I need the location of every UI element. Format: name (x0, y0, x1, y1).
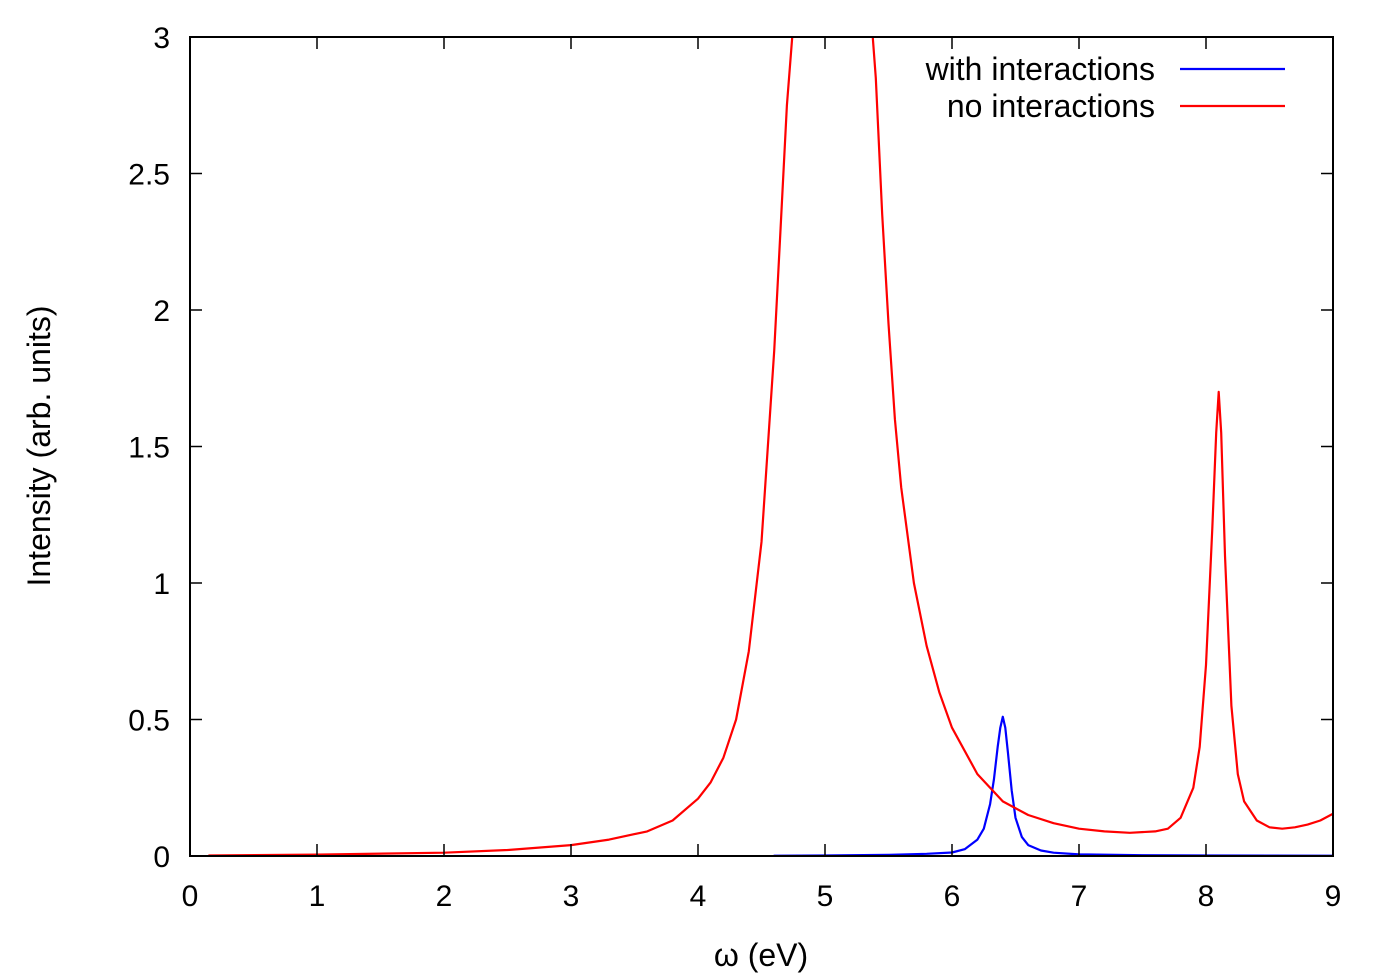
x-tick-label: 3 (563, 880, 580, 913)
x-tick-label: 6 (944, 880, 961, 913)
x-tick-label: 4 (690, 880, 707, 913)
series-layer (208, 37, 1333, 856)
plot-frame (189, 36, 1334, 857)
ticks-layer (189, 36, 1334, 857)
tick-labels-layer: 0 1 2 3 4 5 6 7 8 9 0 0.5 1 1.5 2 2.5 3 (128, 22, 1341, 913)
y-tick-label: 0 (153, 841, 170, 874)
x-tick-label: 0 (182, 880, 199, 913)
y-tick-label: 2 (153, 295, 170, 328)
y-tick-label: 0.5 (128, 705, 170, 738)
series-line-with-interactions (773, 715, 1333, 856)
y-axis-label: Intensity (arb. units) (21, 306, 57, 587)
y-tick-label: 1 (153, 568, 170, 601)
x-tick-label: 8 (1198, 880, 1215, 913)
x-tick-label: 2 (436, 880, 453, 913)
x-tick-label: 9 (1325, 880, 1342, 913)
x-tick-label: 7 (1071, 880, 1088, 913)
legend-label: no interactions (947, 88, 1155, 124)
x-tick-label: 5 (817, 880, 834, 913)
y-tick-label: 1.5 (128, 432, 170, 465)
x-tick-label: 1 (309, 880, 326, 913)
y-tick-label: 2.5 (128, 159, 170, 192)
x-axis-label: ω (eV) (714, 937, 808, 973)
legend-label: with interactions (925, 51, 1155, 87)
y-tick-label: 3 (153, 22, 170, 55)
series-line-no-interactions (208, 37, 1333, 856)
